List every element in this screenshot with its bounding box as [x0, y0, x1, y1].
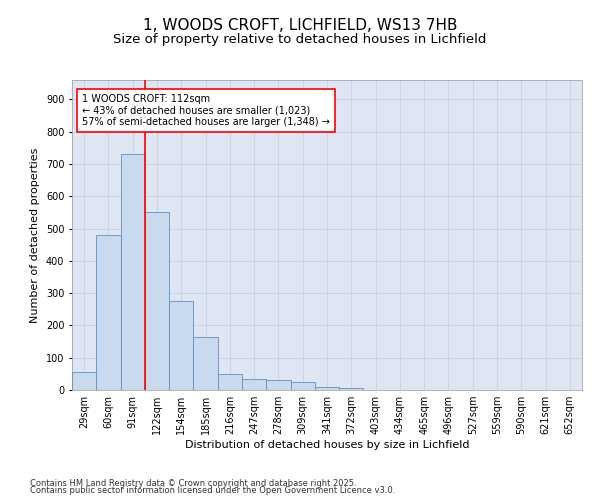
Bar	[121, 154, 145, 390]
Bar	[339, 388, 364, 390]
Bar	[290, 382, 315, 390]
Text: Contains HM Land Registry data © Crown copyright and database right 2025.: Contains HM Land Registry data © Crown c…	[30, 478, 356, 488]
Text: 1, WOODS CROFT, LICHFIELD, WS13 7HB: 1, WOODS CROFT, LICHFIELD, WS13 7HB	[143, 18, 457, 32]
Text: Contains public sector information licensed under the Open Government Licence v3: Contains public sector information licen…	[30, 486, 395, 495]
Bar	[169, 301, 193, 390]
Y-axis label: Number of detached properties: Number of detached properties	[31, 148, 40, 322]
X-axis label: Distribution of detached houses by size in Lichfield: Distribution of detached houses by size …	[185, 440, 469, 450]
Bar	[96, 235, 121, 390]
Bar	[266, 380, 290, 390]
Bar	[218, 374, 242, 390]
Text: 1 WOODS CROFT: 112sqm
← 43% of detached houses are smaller (1,023)
57% of semi-d: 1 WOODS CROFT: 112sqm ← 43% of detached …	[82, 94, 330, 127]
Bar	[315, 387, 339, 390]
Bar	[242, 378, 266, 390]
Text: Size of property relative to detached houses in Lichfield: Size of property relative to detached ho…	[113, 34, 487, 46]
Bar	[145, 212, 169, 390]
Bar	[72, 372, 96, 390]
Bar	[193, 336, 218, 390]
